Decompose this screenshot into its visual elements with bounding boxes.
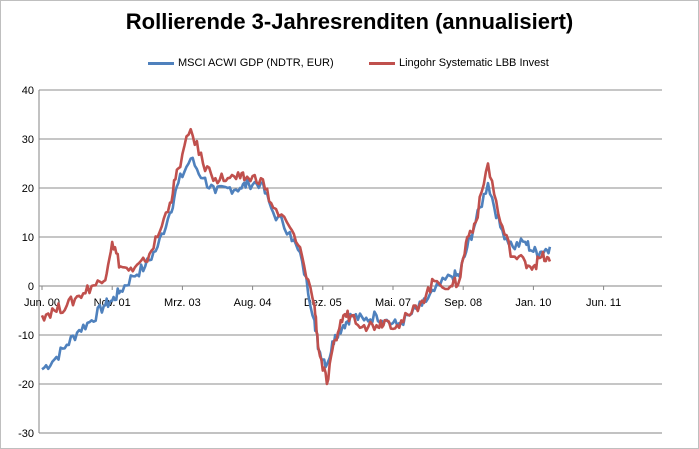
x-tick-label: Aug. 04: [234, 297, 272, 309]
y-tick-label: 20: [22, 183, 34, 195]
x-tick-label: Jan. 10: [515, 297, 551, 309]
y-tick-label: -20: [18, 379, 34, 391]
y-tick-label: 10: [22, 232, 34, 244]
series-line-1: [40, 127, 552, 386]
legend-swatch-lingohr: [369, 62, 395, 65]
x-tick-label: Mai. 07: [375, 297, 411, 309]
chart-legend: MSCI ACWI GDP (NDTR, EUR) Lingohr System…: [1, 56, 698, 72]
y-tick-label: -30: [18, 428, 34, 440]
chart-title: Rollierende 3-Jahresrenditen (annualisie…: [125, 9, 574, 34]
y-tick-label: 30: [22, 134, 34, 146]
series-line-0: [41, 156, 552, 371]
y-tick-label: -10: [18, 330, 34, 342]
y-tick-label: 40: [22, 85, 34, 97]
legend-label-msci: MSCI ACWI GDP (NDTR, EUR): [178, 57, 334, 69]
y-tick-label: 0: [28, 281, 34, 293]
x-tick-label: Mrz. 03: [164, 297, 201, 309]
x-tick-label: Sep. 08: [444, 297, 482, 309]
x-tick-label: Jun. 11: [586, 297, 621, 309]
legend-swatch-msci: [148, 62, 174, 65]
x-tick-label: Jun. 00: [24, 297, 60, 309]
legend-label-lingohr: Lingohr Systematic LBB Invest: [399, 57, 549, 69]
